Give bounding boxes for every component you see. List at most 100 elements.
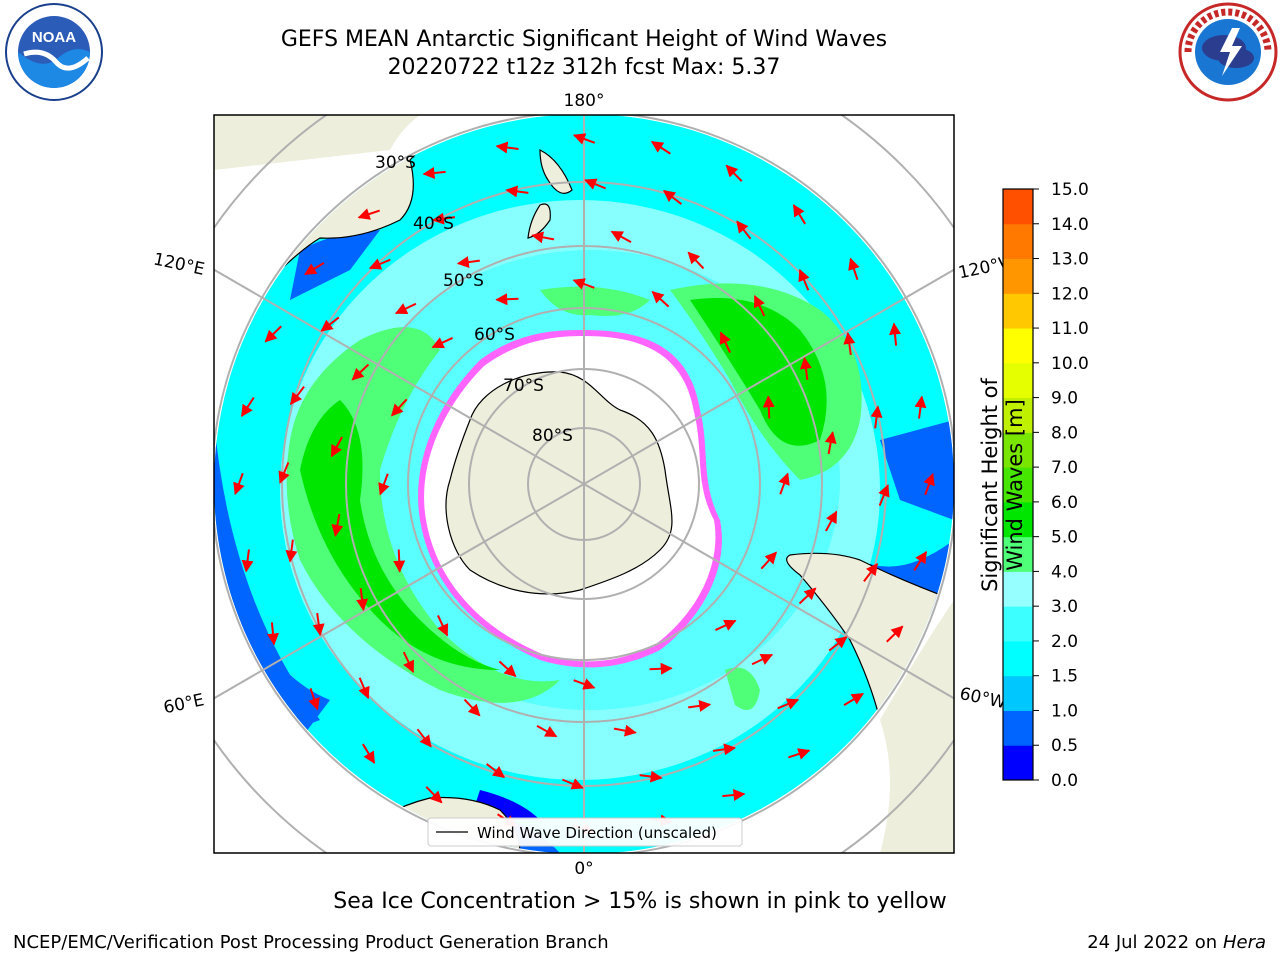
colorbar-segment [1003,328,1033,364]
noaa-logo: NOAA [5,3,103,101]
colorbar-tick-label: 12.0 [1051,284,1089,304]
wind-wave-arrow [463,698,481,717]
footer-organization: NCEP/EMC/Verification Post Processing Pr… [13,932,609,953]
lon-label-180: 180° [564,91,605,111]
wind-wave-arrow [304,262,325,276]
nws-logo [1178,2,1278,102]
wind-wave-arrow [437,615,449,637]
wind-wave-arrow [394,302,417,315]
wind-wave-arrow [843,331,856,356]
lat-label-80s: 80°S [532,426,573,446]
lat-label-30s: 30°S [375,153,416,173]
wind-wave-arrow [863,562,879,583]
colorbar-tick-label: 1.0 [1051,701,1078,721]
latitude-labels: 30°S 40°S 50°S 60°S 70°S 80°S [375,153,573,446]
colorbar-tick-label: 3.0 [1051,597,1078,617]
lon-label-60e: 60°E [162,690,206,718]
colorbar-segment [1003,606,1033,642]
wind-wave-arrow [240,397,255,418]
colorbar-tick-label: 15.0 [1051,180,1089,200]
wind-wave-arrow [431,337,453,349]
wind-wave-arrow [799,356,812,380]
wind-wave-arrow [843,692,864,706]
wind-wave-arrow [264,325,282,343]
wind-wave-arrow [649,662,673,675]
lon-label-0: 0° [574,859,593,879]
lat-label-70s: 70°S [503,376,544,396]
colorbar-segment [1003,362,1033,399]
wind-wave-arrow [431,212,456,225]
sea-ice-note: Sea Ice Concentration > 15% is shown in … [333,889,947,914]
wind-wave-arrow [485,763,506,779]
wind-wave-arrow [495,141,519,154]
wind-wave-arrow [561,778,584,790]
wind-wave-arrow [719,331,731,353]
wind-wave-arrow [825,510,838,532]
wind-wave-arrow [267,622,279,646]
wind-wave-arrow [760,551,778,570]
colorbar-segment [1003,501,1033,538]
wind-wave-arrow [650,140,671,155]
wind-wave-arrow [312,612,325,637]
colorbar-segment [1003,640,1033,677]
wind-wave-arrow [425,786,443,804]
colorbar-tick-label: 11.0 [1051,319,1089,339]
lon-label-60w: 60°W [958,684,1008,713]
wind-wave-arrow [505,185,529,198]
wind-wave-arrow [651,290,670,308]
colorbar-tick-label: 14.0 [1051,215,1089,235]
wind-wave-arrow [722,789,746,801]
wind-wave-arrow [878,484,890,507]
wind-wave-arrow [495,293,519,306]
noaa-logo-text: NOAA [32,29,76,46]
wind-wave-arrow [688,699,712,712]
wind-wave-arrow [792,204,806,225]
colorbar-segment [1003,223,1033,260]
colorbar-ticks: 0.0 0.5 1.0 1.5 2.0 3.0 4.0 5.0 6.0 7.0 8.0 9.0 10.0… [1033,180,1089,791]
wind-wave-arrow [351,363,370,381]
wind-wave-arrow [788,748,811,760]
map-frame [213,114,955,854]
wind-wave-arrow [241,549,254,573]
colorbar-segment [1003,258,1033,294]
footer-date-text: 24 Jul 2022 on [1087,932,1223,953]
wind-wave-arrow [331,513,344,537]
wind-wave-arrow [610,230,632,243]
antarctica-landmass [445,371,673,595]
footer-date: 24 Jul 2022 on Hera [1087,932,1266,953]
colorbar-tick-label: 1.5 [1051,667,1078,687]
colorbar-segment [1003,467,1033,503]
colorbar-segment [1003,745,1033,781]
colorbar-segment [1003,189,1033,225]
wind-wave-arrow [778,472,790,495]
wind-wave-arrow [416,728,432,748]
wind-wave-arrow [233,472,245,496]
wind-wave-arrow [923,472,935,496]
colorbar-segment [1003,710,1033,746]
colorbar-tick-label: 6.0 [1051,493,1078,513]
wind-wave-arrow [320,316,340,332]
wind-wave-arrow [712,743,737,756]
legend-label: Wind Wave Direction (unscaled) [477,824,717,842]
lat-label-60s: 60°S [474,325,515,345]
wind-wave-arrow [762,395,775,419]
wind-wave-arrow [456,256,480,269]
colorbar-tick-label: 2.0 [1051,632,1078,652]
wind-wave-arrow [753,294,766,317]
wind-wave-arrow [308,688,320,711]
wind-wave-arrow [357,208,380,220]
colorbar-tick-label: 9.0 [1051,389,1078,409]
wind-wave-arrow [356,588,369,612]
wind-wave-arrow [422,167,446,179]
colorbar-tick-label: 13.0 [1051,250,1089,270]
colorbar-segment [1003,675,1033,711]
wind-wave-arrow [584,178,607,190]
wind-wave-arrow [390,398,408,417]
wind-wave-arrow [824,431,837,455]
colorbar-tick-label: 10.0 [1051,354,1089,374]
wind-wave-arrow [531,231,555,244]
wind-wave-arrow [573,678,596,690]
colorbar-tick-label: 5.0 [1051,528,1078,548]
wind-wave-arrow [889,322,901,346]
